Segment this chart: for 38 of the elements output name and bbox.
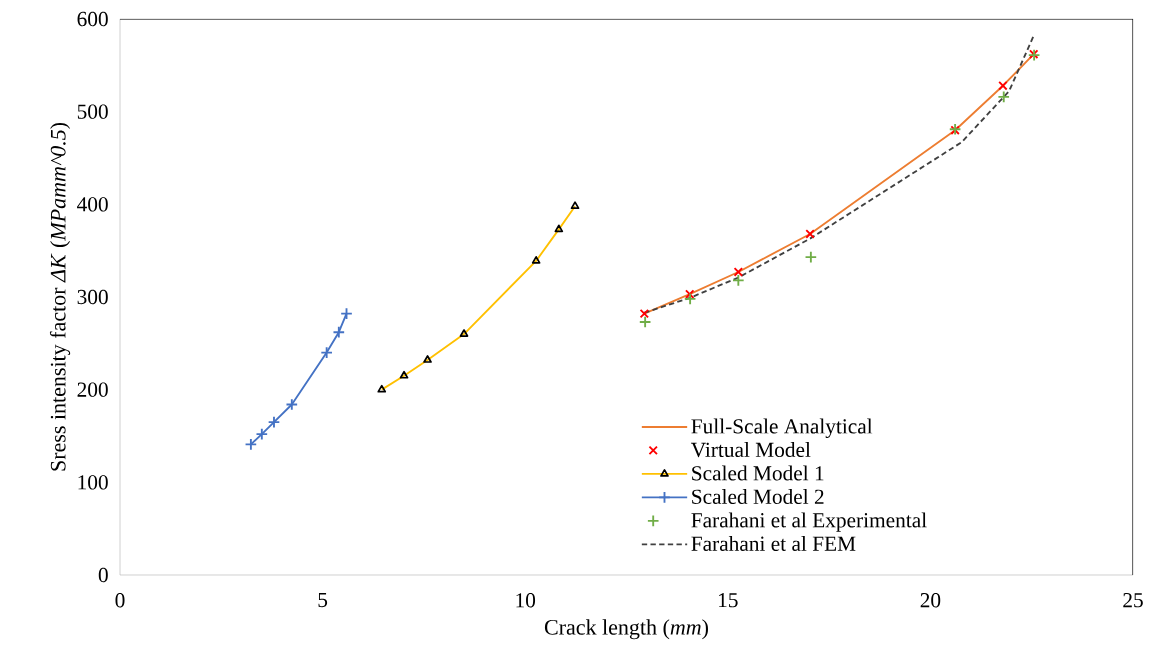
x-axis-title: Crack length (mm) <box>544 619 708 640</box>
y-tick-label: 200 <box>77 382 108 397</box>
point <box>320 346 333 359</box>
point <box>638 315 652 329</box>
x-tick-label: 25 <box>1123 593 1143 608</box>
point <box>998 81 1008 91</box>
x-tick-label: 20 <box>920 593 941 608</box>
point <box>332 325 346 339</box>
x-tick-label: 5 <box>318 593 328 608</box>
point <box>732 274 745 287</box>
y-tick-label: 500 <box>77 104 108 119</box>
point <box>683 292 697 306</box>
legend-label: Scaled Model 1 <box>692 465 824 481</box>
legend-label: Virtual Model <box>690 442 811 458</box>
x-tick-label: 10 <box>516 593 536 608</box>
y-tick-label: 400 <box>77 197 108 212</box>
point <box>255 427 269 441</box>
x-tick-label: 15 <box>719 593 738 608</box>
y-axis-title: Sress intensity factor ΔK (MPamm^0.5) <box>49 122 71 471</box>
point <box>804 250 818 264</box>
legend-label: Scaled Model 2 <box>692 488 824 504</box>
y-tick-label: 600 <box>77 11 108 27</box>
y-tick-label: 100 <box>78 475 108 490</box>
point <box>244 438 258 451</box>
y-tick-label: 300 <box>77 289 108 305</box>
legend-label: Farahani et al Experimental <box>691 512 927 532</box>
y-tick-label: 0 <box>98 567 108 583</box>
point <box>805 229 815 239</box>
point <box>685 289 695 299</box>
point <box>340 307 353 320</box>
point <box>267 415 281 429</box>
point <box>285 398 299 411</box>
legend-label: Farahani et al FEM <box>691 535 856 551</box>
point <box>733 267 744 277</box>
point <box>639 308 650 319</box>
legend-label: Full-Scale Analytical <box>691 418 873 438</box>
point <box>997 90 1011 104</box>
x-tick-label: 0 <box>115 593 125 608</box>
